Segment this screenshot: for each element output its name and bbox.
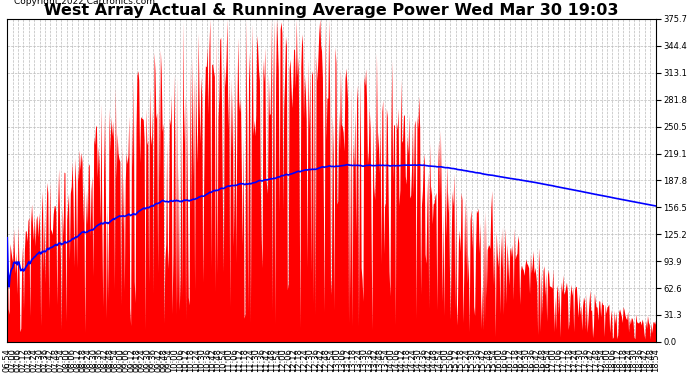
Title: West Array Actual & Running Average Power Wed Mar 30 19:03: West Array Actual & Running Average Powe… bbox=[44, 3, 619, 18]
Text: Copyright 2022 Cartronics.com: Copyright 2022 Cartronics.com bbox=[14, 0, 155, 6]
Legend: Average(DC Watts), West Array(DC Watts): Average(DC Watts), West Array(DC Watts) bbox=[386, 0, 651, 4]
